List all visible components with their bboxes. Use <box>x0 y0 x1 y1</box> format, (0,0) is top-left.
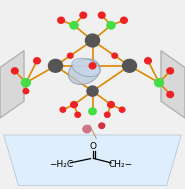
Circle shape <box>89 108 96 115</box>
Circle shape <box>105 112 110 117</box>
Polygon shape <box>0 51 24 118</box>
Circle shape <box>99 123 105 128</box>
Circle shape <box>167 68 174 74</box>
Circle shape <box>58 17 64 23</box>
Circle shape <box>70 22 78 29</box>
Circle shape <box>48 59 63 72</box>
Circle shape <box>75 112 80 117</box>
Circle shape <box>71 102 77 108</box>
Circle shape <box>34 58 40 64</box>
Circle shape <box>167 91 174 98</box>
Text: O: O <box>89 142 96 151</box>
Circle shape <box>119 107 125 112</box>
Circle shape <box>107 22 115 29</box>
Circle shape <box>108 102 114 108</box>
Circle shape <box>155 79 164 87</box>
Circle shape <box>122 59 137 72</box>
Circle shape <box>145 58 151 64</box>
Circle shape <box>85 34 100 47</box>
Circle shape <box>60 107 66 112</box>
Ellipse shape <box>68 59 100 84</box>
Circle shape <box>121 17 127 23</box>
Polygon shape <box>4 135 181 186</box>
Circle shape <box>83 125 91 133</box>
Circle shape <box>87 86 98 96</box>
Text: CH₂−: CH₂− <box>108 160 132 169</box>
Circle shape <box>89 63 96 69</box>
Text: −H₂C: −H₂C <box>49 160 73 169</box>
Circle shape <box>11 68 18 74</box>
Ellipse shape <box>72 58 100 77</box>
Circle shape <box>68 53 73 58</box>
Circle shape <box>80 12 87 18</box>
Circle shape <box>23 89 29 94</box>
Circle shape <box>21 79 30 87</box>
Polygon shape <box>161 51 185 118</box>
Circle shape <box>90 109 95 114</box>
Circle shape <box>98 12 105 18</box>
Circle shape <box>112 53 117 58</box>
